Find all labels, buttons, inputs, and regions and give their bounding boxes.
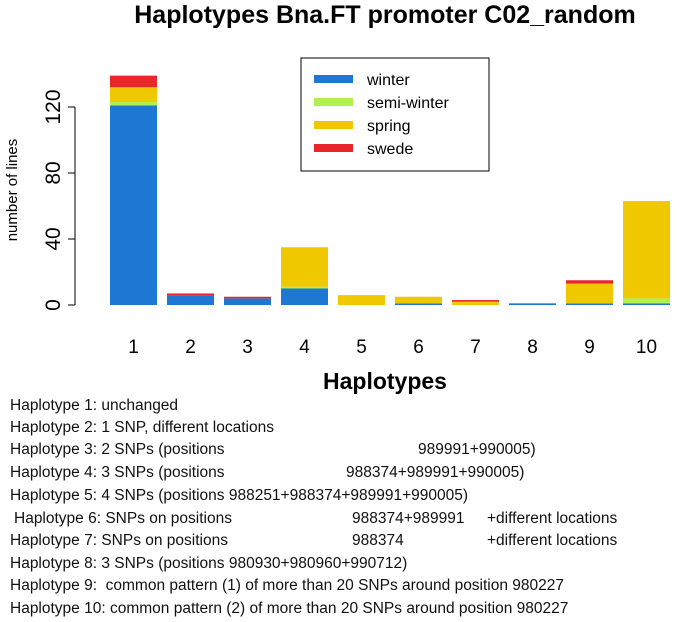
- haplotype-note-label: Haplotype 10:: [10, 600, 106, 617]
- haplotype-note-text: SNPs on positions: [97, 532, 228, 549]
- haplotype-note-label: Haplotype 9:: [10, 577, 98, 594]
- bar-4-spring: [281, 247, 328, 287]
- bar-2-swede: [167, 293, 214, 296]
- bar-4-winter: [281, 288, 328, 305]
- bar-10-semi-winter: [623, 298, 670, 304]
- y-tick-label: 40: [42, 227, 65, 250]
- legend-label-spring: spring: [367, 118, 411, 135]
- x-tick-label: 7: [470, 337, 481, 358]
- bar-1-semi-winter: [110, 102, 157, 106]
- haplotype-note: Haplotype 6: SNPs on positions 988374+989…: [14, 510, 675, 528]
- chart-title: Haplotypes Bna.FT promoter C02_random: [134, 1, 635, 29]
- haplotype-note-label: Haplotype 6:: [14, 510, 102, 527]
- x-tick-label: 4: [299, 337, 310, 358]
- x-tick-label: 2: [185, 337, 196, 358]
- bar-1-swede: [110, 75, 157, 88]
- haplotype-note-text: unchanged: [97, 397, 179, 414]
- haplotype-note-text: common pattern (2) of more than 20 SNPs …: [105, 600, 569, 617]
- haplotype-note-label: Haplotype 4:: [10, 464, 98, 481]
- haplotype-note-text: 4 SNPs (positions 988251+988374+989991+9…: [97, 487, 469, 504]
- bar-7-swede: [452, 300, 499, 302]
- bar-9-winter: [566, 303, 613, 305]
- haplotype-note: Haplotype 4: 3 SNPs (positions 988374+989…: [10, 464, 675, 482]
- bar-3-winter: [224, 298, 271, 305]
- haplotype-note-text: 1 SNP, different locations: [97, 419, 274, 436]
- legend-label-semi-winter: semi-winter: [367, 95, 449, 112]
- bar-3-swede: [224, 296, 271, 299]
- haplotype-note-text: 3 SNPs (positions: [97, 464, 225, 481]
- bar-9-swede: [566, 280, 613, 284]
- haplotype-note-text: common pattern (1) of more than 20 SNPs …: [97, 577, 565, 594]
- bar-8-winter: [509, 303, 556, 305]
- haplotype-note-positions: 988374: [352, 532, 404, 549]
- x-tick-label: 3: [242, 337, 253, 358]
- haplotype-note-label: Haplotype 5:: [10, 487, 98, 504]
- haplotype-note-label: Haplotype 8:: [10, 555, 98, 572]
- haplotype-note-text: 3 SNPs (positions 980930+980960+990712): [97, 555, 408, 572]
- bar-7-spring: [452, 301, 499, 305]
- haplotype-note-extra: +different locations: [487, 510, 618, 527]
- legend: winter semi-winter spring swede: [300, 57, 490, 172]
- x-tick-label: 1: [128, 337, 139, 358]
- x-tick-label: 6: [413, 337, 424, 358]
- bar-5-spring: [338, 295, 385, 305]
- bar-6-winter: [395, 303, 442, 305]
- legend-label-swede: swede: [367, 141, 413, 158]
- haplotype-note: Haplotype 2: 1 SNP, different locations: [10, 419, 675, 437]
- x-tick-labels: 1 2 3 4 5 6 7 8 9 10: [128, 337, 657, 358]
- haplotype-note-positions: 989991+990005): [418, 441, 536, 458]
- bar-4-semi-winter: [281, 286, 328, 289]
- haplotype-note-text: SNPs on positions: [101, 510, 232, 527]
- haplotype-note: Haplotype 7: SNPs on positions 988374 +dif…: [10, 532, 675, 550]
- x-tick-label: 10: [636, 337, 657, 358]
- y-tick-label: 0: [42, 299, 65, 311]
- haplotype-note-positions: 988374+989991: [352, 510, 465, 527]
- haplotype-note: Haplotype 1: unchanged: [10, 397, 675, 415]
- bar-6-spring: [395, 296, 442, 304]
- y-axis: 0 40 80 120: [42, 89, 76, 311]
- haplotype-note-positions: 988374+989991+990005): [346, 464, 525, 481]
- y-axis-label: number of lines: [4, 139, 21, 242]
- bar-1-spring: [110, 87, 157, 103]
- haplotype-note-label: Haplotype 3:: [10, 441, 98, 458]
- bar-1-winter: [110, 105, 157, 305]
- haplotype-note-label: Haplotype 2:: [10, 419, 98, 436]
- haplotype-note: Haplotype 9: common pattern (1) of more …: [10, 577, 675, 595]
- haplotype-note: Haplotype 3: 2 SNPs (positions 989991+990…: [10, 441, 675, 459]
- haplotype-note-extra: +different locations: [487, 532, 618, 549]
- x-tick-label: 8: [527, 337, 538, 358]
- bar-9-spring: [566, 283, 613, 304]
- haplotype-note-label: Haplotype 7:: [10, 532, 98, 549]
- haplotype-note-label: Haplotype 1:: [10, 397, 98, 414]
- legend-label-winter: winter: [366, 72, 410, 89]
- chart: Haplotypes Bna.FT promoter C02_random nu…: [4, 1, 670, 394]
- haplotype-note-text: 2 SNPs (positions: [97, 441, 225, 458]
- y-tick-label: 80: [42, 161, 65, 184]
- haplotype-note: Haplotype 8: 3 SNPs (positions 980930+98…: [10, 555, 675, 573]
- bar-2-winter: [167, 295, 214, 305]
- x-axis-label: Haplotypes: [323, 368, 447, 394]
- haplotype-note: Haplotype 5: 4 SNPs (positions 988251+98…: [10, 487, 675, 505]
- x-tick-label: 9: [584, 337, 595, 358]
- bars: [110, 75, 670, 305]
- y-tick-label: 120: [42, 89, 65, 124]
- bar-10-spring: [623, 201, 670, 299]
- haplotype-note: Haplotype 10: common pattern (2) of more…: [10, 600, 675, 618]
- x-tick-label: 5: [356, 337, 367, 358]
- bar-10-winter: [623, 303, 670, 305]
